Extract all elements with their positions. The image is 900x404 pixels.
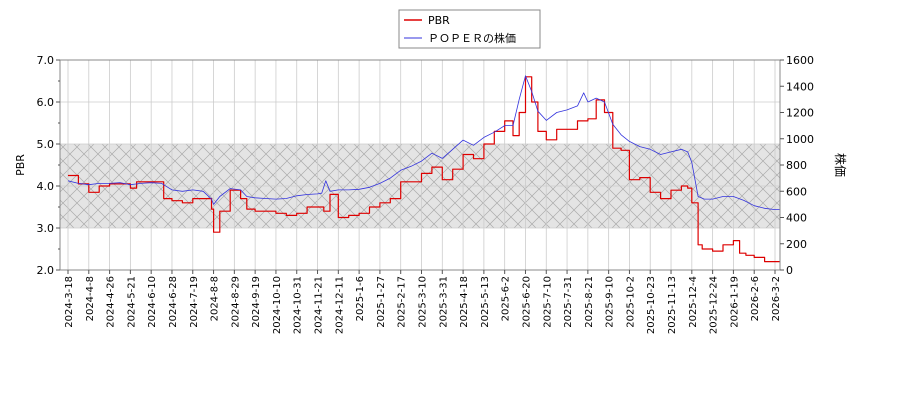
y-left-axis-label: PBR	[14, 154, 27, 176]
y-left-tick-label: 7.0	[37, 54, 55, 67]
y-right-tick-label: 1400	[786, 80, 814, 93]
y-right-tick-label: 200	[786, 238, 807, 251]
x-tick-label: 2024-6-28	[168, 276, 179, 328]
x-tick-label: 2025-8-21	[584, 276, 595, 328]
series-line-pbr	[68, 76, 780, 263]
legend: PBR ＰＯＰＥＲの株価	[398, 9, 541, 49]
x-tick-label: 2025-3-10	[418, 276, 429, 328]
y-right-tick-label: 600	[786, 185, 807, 198]
x-tick-label: 2025-1-6	[355, 276, 366, 321]
x-tick-label: 2025-12-24	[709, 276, 720, 334]
y-right-axis-label: 株価	[833, 153, 848, 177]
y-left-tick-label: 2.0	[37, 264, 55, 277]
x-tick-label: 2025-6-2	[501, 276, 512, 321]
legend-label-pbr: PBR	[428, 14, 450, 27]
x-tick-label: 2026-1-19	[729, 276, 740, 328]
x-tick-label: 2025-12-4	[688, 276, 699, 328]
x-tick-label: 2024-10-10	[272, 276, 283, 334]
x-tick-label: 2024-4-26	[106, 276, 117, 328]
x-tick-label: 2025-10-23	[646, 276, 657, 334]
x-tick-label: 2025-5-13	[480, 276, 491, 328]
x-tick-label: 2026-3-2	[771, 276, 782, 321]
y-left-tick-label: 3.0	[37, 222, 55, 235]
x-tick-label: 2025-6-20	[521, 276, 532, 328]
y-right-tick-label: 400	[786, 212, 807, 225]
series-line-price	[67, 75, 780, 210]
x-tick-label: 2024-3-18	[64, 276, 75, 328]
x-tick-label: 2025-2-17	[397, 276, 408, 328]
legend-box	[398, 9, 541, 49]
x-tick-label: 2025-4-18	[459, 276, 470, 328]
x-tick-label: 2025-3-31	[438, 276, 449, 328]
y-left-tick-label: 4.0	[37, 180, 55, 193]
x-tick-label: 2024-6-10	[147, 276, 158, 328]
x-tick-label: 2025-9-10	[605, 276, 616, 328]
x-tick-label: 2024-11-21	[314, 276, 325, 334]
y-left-tick-label: 5.0	[37, 138, 55, 151]
x-tick-label: 2024-10-31	[293, 276, 304, 334]
y-right-tick-label: 1200	[786, 107, 814, 120]
x-tick-label: 2024-12-11	[334, 276, 345, 334]
x-tick-label: 2025-7-31	[563, 276, 574, 328]
x-tick-label: 2025-7-10	[542, 276, 553, 328]
y-right-tick-label: 0	[786, 264, 793, 277]
x-tick-label: 2025-10-2	[625, 276, 636, 328]
x-tick-label: 2025-11-13	[667, 276, 678, 334]
x-tick-label: 2024-8-29	[230, 276, 241, 328]
y-right-tick-label: 800	[786, 159, 807, 172]
y-right-tick-label: 1000	[786, 133, 814, 146]
x-tick-label: 2026-2-6	[750, 276, 761, 321]
x-tick-label: 2025-1-27	[376, 276, 387, 328]
x-tick-label: 2024-7-19	[189, 276, 200, 328]
legend-label-price: ＰＯＰＥＲの株価	[428, 31, 516, 45]
y-right-tick-label: 1600	[786, 54, 814, 67]
y-left-tick-label: 6.0	[37, 96, 55, 109]
x-tick-label: 2024-5-21	[126, 276, 137, 328]
x-tick-label: 2024-4-8	[85, 276, 96, 321]
x-tick-label: 2024-8-8	[210, 276, 221, 321]
x-tick-label: 2024-9-19	[251, 276, 262, 328]
